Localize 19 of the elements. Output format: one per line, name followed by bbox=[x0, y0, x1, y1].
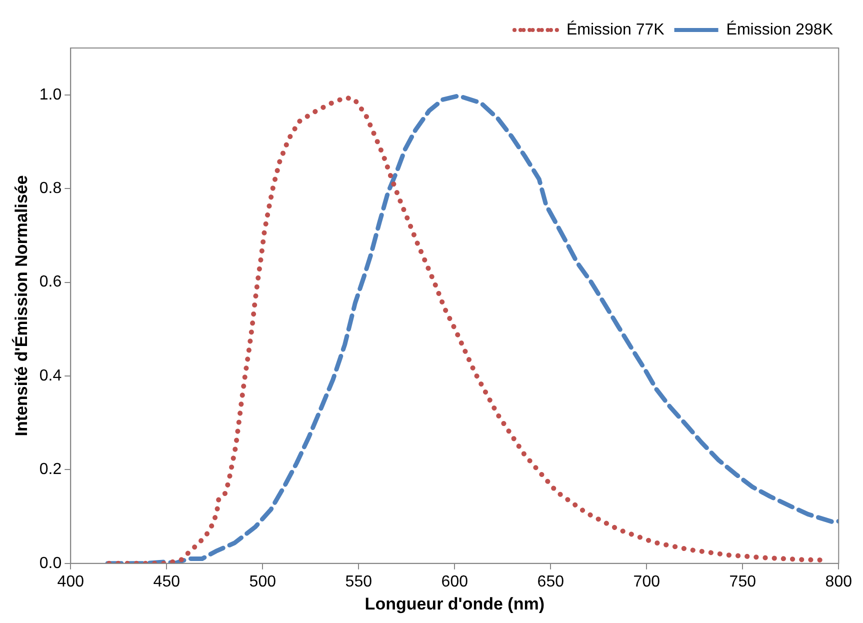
legend-label: Émission 298K bbox=[726, 20, 834, 38]
x-tick-label: 400 bbox=[57, 573, 84, 590]
y-tick-label: 0.4 bbox=[39, 367, 62, 384]
x-tick-label: 450 bbox=[153, 573, 180, 590]
y-tick-label: 1.0 bbox=[39, 86, 62, 104]
y-tick-label: 0.2 bbox=[39, 461, 62, 478]
y-tick-label: 0.0 bbox=[39, 554, 62, 572]
x-tick-label: 550 bbox=[345, 573, 372, 590]
x-axis-title: Longueur d'onde (nm) bbox=[364, 594, 544, 614]
x-tick-label: 750 bbox=[729, 573, 756, 590]
x-tick-label: 500 bbox=[249, 573, 276, 590]
legend-label: Émission 77K bbox=[566, 20, 665, 38]
x-tick-label: 800 bbox=[825, 573, 852, 590]
x-tick-label: 600 bbox=[441, 573, 468, 590]
y-axis-title: Intensité d'Émission Normalisée bbox=[10, 175, 31, 436]
y-tick-label: 0.8 bbox=[39, 180, 62, 197]
x-tick-label: 700 bbox=[633, 573, 660, 590]
x-tick-label: 650 bbox=[537, 573, 564, 590]
y-tick-label: 0.6 bbox=[39, 274, 62, 291]
